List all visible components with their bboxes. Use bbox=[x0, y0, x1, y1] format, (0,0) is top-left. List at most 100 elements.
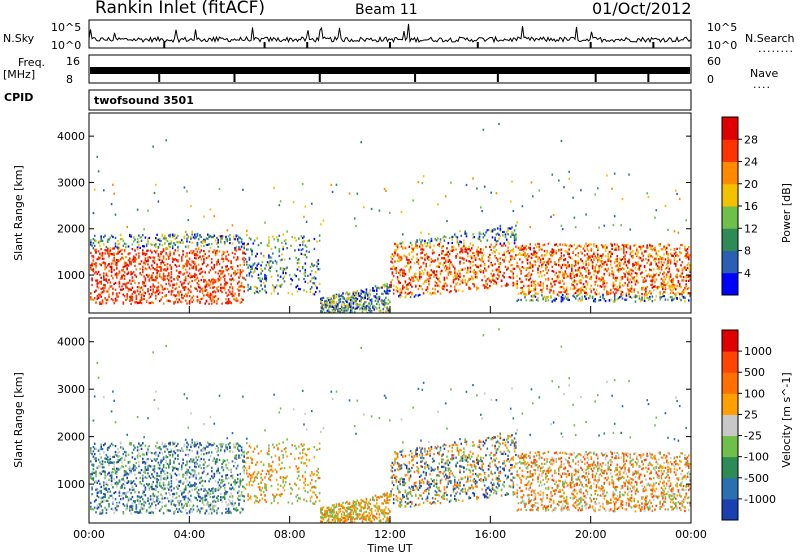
data-point bbox=[156, 458, 158, 461]
data-point bbox=[144, 444, 147, 447]
data-point bbox=[151, 278, 153, 281]
data-point bbox=[238, 289, 240, 292]
data-point bbox=[689, 294, 691, 297]
data-point bbox=[476, 265, 478, 268]
data-point bbox=[621, 294, 624, 297]
data-point bbox=[249, 270, 252, 274]
data-point bbox=[188, 263, 191, 266]
data-point bbox=[395, 267, 398, 270]
data-point bbox=[208, 250, 210, 253]
data-point bbox=[684, 255, 686, 258]
data-point bbox=[637, 268, 639, 271]
data-point bbox=[660, 277, 663, 280]
data-point bbox=[121, 269, 123, 272]
data-point bbox=[301, 240, 304, 244]
data-point bbox=[507, 267, 509, 270]
data-point bbox=[225, 301, 227, 305]
data-point bbox=[160, 267, 162, 270]
data-point bbox=[251, 253, 253, 256]
data-point bbox=[491, 252, 494, 255]
data-point bbox=[428, 280, 430, 283]
data-point bbox=[529, 277, 531, 280]
data-point bbox=[191, 241, 193, 244]
data-point bbox=[173, 242, 175, 245]
data-point bbox=[129, 488, 131, 491]
data-point bbox=[652, 273, 655, 276]
data-point bbox=[139, 287, 141, 290]
data-point bbox=[577, 288, 580, 291]
data-point bbox=[173, 234, 175, 237]
data-point bbox=[625, 244, 628, 247]
data-point bbox=[612, 224, 615, 227]
data-point bbox=[512, 272, 515, 275]
data-point bbox=[389, 211, 391, 214]
data-point bbox=[201, 270, 204, 273]
data-point bbox=[209, 208, 212, 211]
data-point bbox=[140, 296, 143, 299]
data-point bbox=[577, 299, 580, 302]
data-point bbox=[338, 294, 340, 297]
data-point bbox=[190, 237, 192, 240]
data-point bbox=[117, 243, 119, 246]
data-point bbox=[165, 238, 167, 242]
data-point bbox=[97, 466, 100, 469]
data-point bbox=[381, 286, 383, 289]
data-point bbox=[99, 273, 101, 276]
data-point bbox=[135, 507, 138, 510]
data-point bbox=[580, 289, 582, 292]
data-point bbox=[444, 264, 447, 267]
data-point bbox=[175, 259, 178, 262]
data-point bbox=[483, 185, 486, 188]
data-point bbox=[105, 511, 108, 514]
data-point bbox=[113, 477, 115, 481]
data-point bbox=[119, 233, 122, 237]
data-point bbox=[236, 271, 239, 274]
data-point bbox=[654, 260, 656, 263]
data-point bbox=[131, 505, 134, 508]
data-point bbox=[312, 264, 314, 268]
data-point bbox=[156, 480, 158, 483]
data-point bbox=[593, 252, 595, 256]
data-point bbox=[122, 302, 125, 305]
data-point bbox=[520, 272, 522, 275]
data-point bbox=[338, 298, 340, 301]
data-point bbox=[209, 286, 212, 289]
data-point bbox=[117, 259, 119, 262]
data-point bbox=[542, 296, 544, 300]
data-point bbox=[93, 453, 96, 456]
data-point bbox=[151, 251, 153, 254]
data-point bbox=[441, 249, 443, 252]
data-point bbox=[135, 297, 138, 300]
data-point bbox=[530, 252, 533, 256]
data-point bbox=[116, 299, 118, 302]
data-point bbox=[650, 246, 652, 249]
data-point bbox=[444, 260, 447, 263]
data-point bbox=[103, 481, 105, 484]
data-point bbox=[474, 258, 477, 262]
data-point bbox=[199, 268, 201, 271]
data-point bbox=[166, 263, 169, 266]
data-point bbox=[264, 284, 266, 287]
data-point bbox=[123, 471, 126, 474]
data-point bbox=[389, 284, 391, 287]
data-point bbox=[516, 286, 518, 289]
data-point bbox=[399, 259, 401, 262]
data-point bbox=[374, 285, 377, 288]
data-point bbox=[144, 277, 147, 280]
data-point bbox=[535, 246, 538, 249]
data-point bbox=[160, 470, 162, 473]
data-point bbox=[559, 281, 561, 284]
data-point bbox=[140, 293, 143, 296]
data-point bbox=[178, 292, 180, 295]
data-point bbox=[554, 243, 556, 247]
data-point bbox=[142, 298, 144, 301]
data-point bbox=[173, 278, 175, 281]
data-point bbox=[525, 258, 528, 261]
data-point bbox=[556, 244, 559, 247]
data-point bbox=[279, 284, 282, 287]
data-point bbox=[594, 283, 596, 286]
noise-trace bbox=[88, 23, 691, 48]
data-point bbox=[595, 256, 598, 260]
data-point bbox=[217, 285, 219, 288]
data-point bbox=[551, 285, 554, 288]
